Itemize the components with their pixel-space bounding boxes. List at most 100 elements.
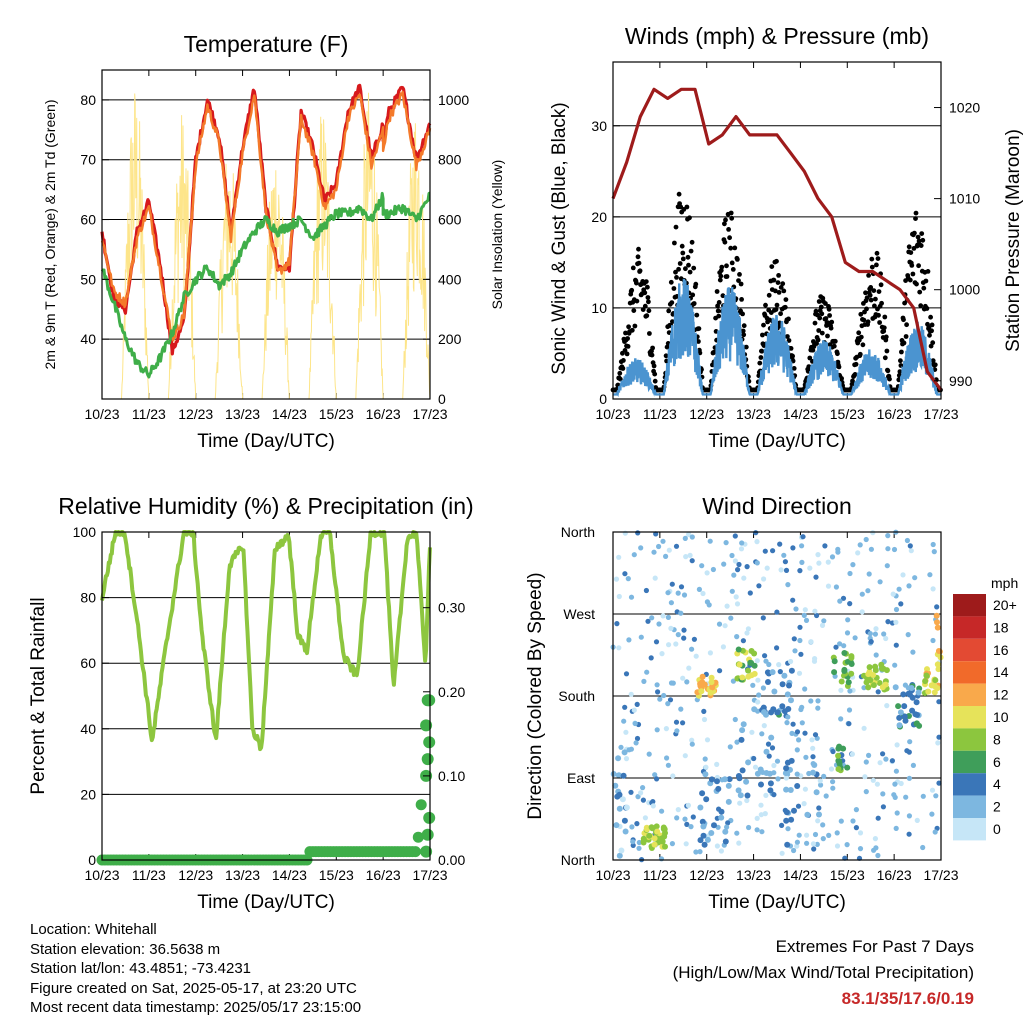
winds-gust-point [739, 297, 744, 302]
direction-direction-point [812, 732, 819, 738]
direction-legend-title: mph [991, 575, 1018, 591]
direction-direction-point [761, 576, 767, 582]
direction-direction-point [762, 811, 768, 817]
direction-cluster-point [722, 838, 729, 845]
direction-direction-point [724, 824, 730, 830]
direction-direction-point [754, 560, 760, 566]
winds-gust-point [776, 273, 781, 278]
direction-direction-point [741, 575, 747, 581]
direction-direction-point [625, 576, 631, 582]
winds-gust-point [819, 330, 825, 336]
direction-direction-point [754, 539, 760, 545]
direction-direction-point [833, 644, 839, 650]
direction-direction-point [810, 754, 816, 760]
direction-direction-point [920, 793, 926, 799]
direction-direction-point [760, 615, 766, 621]
direction-cluster-point [848, 661, 855, 667]
direction-direction-point [905, 632, 911, 638]
direction-direction-point [654, 727, 660, 733]
direction-direction-point [910, 762, 917, 769]
direction-direction-point [821, 773, 827, 780]
direction-cluster-point [804, 811, 811, 818]
direction-direction-point [721, 561, 727, 567]
direction-cluster-point [623, 804, 630, 811]
direction-legend-swatch-10 [953, 818, 986, 841]
direction-cluster-point [865, 671, 872, 678]
direction-cluster-point [896, 722, 903, 729]
direction-direction-point [689, 534, 695, 540]
direction-direction-point [753, 530, 759, 536]
direction-direction-point [723, 540, 729, 546]
humidity-ytick-label-2: 40 [80, 721, 96, 737]
winds-gust-point [673, 224, 679, 230]
winds-gust-point [907, 277, 913, 283]
temperature-y2tick-label-1: 200 [438, 331, 462, 347]
direction-direction-point [707, 538, 713, 544]
direction-direction-point [621, 718, 627, 724]
humidity-xtick-label-4: 14/23 [272, 867, 307, 883]
direction-direction-point [665, 590, 671, 596]
direction-direction-point [796, 670, 803, 676]
direction-cluster-point [740, 721, 747, 728]
winds-gust-point [908, 250, 914, 256]
temperature-xtick-label-6: 16/23 [366, 406, 401, 422]
winds-gust-point [774, 302, 780, 308]
direction-direction-point [616, 645, 622, 651]
winds-y2tick-label-0: 990 [949, 373, 973, 389]
direction-xtick-label-2: 12/23 [689, 867, 724, 883]
direction-cluster-point [739, 674, 746, 681]
direction-direction-point [661, 692, 667, 699]
direction-direction-point [904, 537, 911, 544]
temperature-frame [101, 69, 431, 400]
winds-gust-point [868, 297, 874, 303]
direction-direction-point [934, 604, 940, 610]
direction-legend-label-8: 4 [993, 776, 1001, 792]
direction-cluster-point [697, 680, 704, 687]
temperature-ytick-label-3: 70 [80, 152, 96, 168]
direction-direction-point [872, 631, 879, 637]
winds-gust-point [826, 306, 832, 312]
winds-gust-point [723, 217, 728, 223]
direction-title: Wind Direction [702, 493, 852, 519]
direction-direction-point [687, 552, 693, 559]
winds-gust-point [691, 301, 697, 306]
winds-gust-point [741, 323, 747, 329]
direction-direction-point [689, 646, 695, 652]
direction-direction-point [641, 678, 647, 685]
direction-cluster-point [699, 790, 706, 797]
direction-cluster-point [648, 824, 655, 831]
direction-direction-point [744, 630, 750, 636]
direction-direction-point [763, 792, 769, 799]
winds-gust-point [929, 328, 934, 334]
station-info: Location: Whitehall Station elevation: 3… [30, 920, 361, 1018]
direction-cluster-point [872, 663, 879, 670]
direction-direction-point [893, 825, 899, 832]
direction-cluster-point [615, 772, 622, 779]
direction-direction-point [678, 610, 684, 616]
winds-ytick-label-1: 10 [591, 300, 607, 316]
direction-direction-point [682, 753, 688, 759]
winds-panel: Winds (mph) & Pressure (mb) 10/23 11/23 12/… [549, 23, 1024, 452]
direction-direction-point [893, 642, 899, 648]
direction-direction-point [710, 566, 717, 573]
direction-direction-point [657, 696, 663, 702]
direction-cluster-point [725, 782, 732, 789]
direction-direction-point [893, 768, 900, 774]
winds-gust-point [637, 268, 643, 274]
direction-direction-point [822, 543, 828, 549]
direction-direction-point [849, 751, 856, 757]
direction-direction-point [880, 791, 886, 797]
direction-direction-point [701, 708, 707, 715]
winds-gust-point [781, 288, 787, 294]
humidity-ytick-label-4: 80 [80, 590, 96, 606]
direction-direction-point [931, 549, 937, 555]
winds-gust-point [875, 256, 881, 261]
winds-gust-point [825, 333, 830, 339]
winds-gust-point [884, 348, 890, 354]
direction-direction-point [628, 594, 635, 600]
winds-ytick-label-3: 30 [591, 118, 607, 134]
direction-legend-label-9: 2 [993, 799, 1001, 815]
direction-direction-point [866, 571, 872, 577]
winds-gust-point [817, 315, 823, 321]
direction-cluster-point [935, 666, 942, 673]
